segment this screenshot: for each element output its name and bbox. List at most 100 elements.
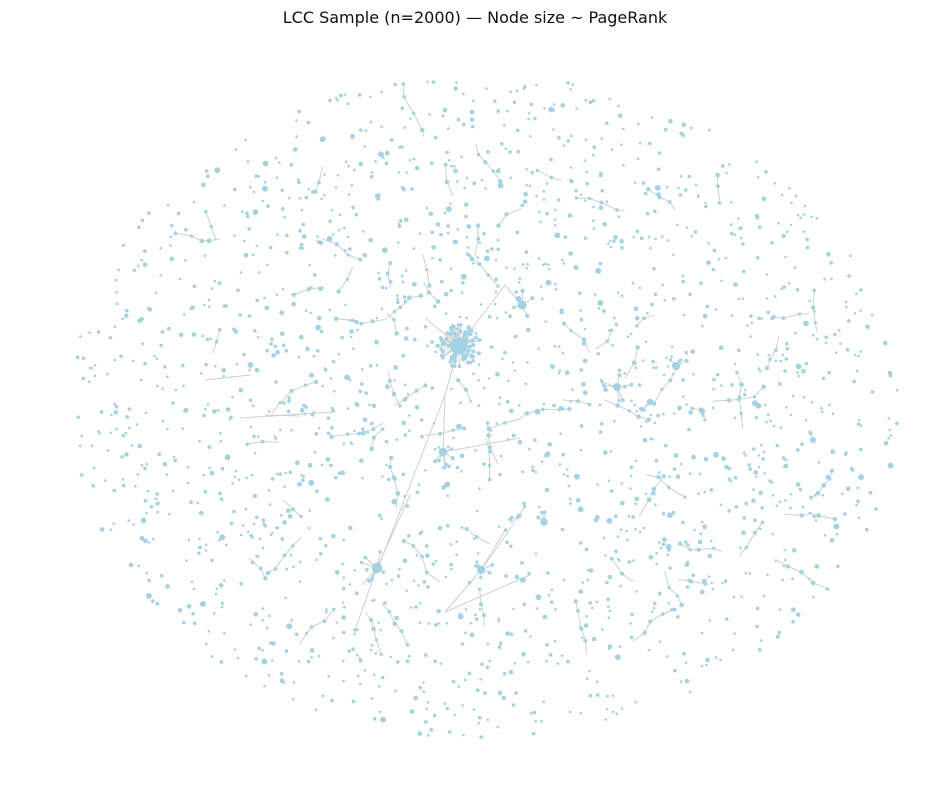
graph-node [684, 188, 688, 192]
graph-node [781, 456, 786, 460]
graph-node [836, 564, 840, 569]
graph-node [755, 255, 760, 260]
graph-node [643, 191, 648, 196]
graph-node [333, 390, 336, 393]
graph-node [490, 247, 494, 251]
graph-node [330, 425, 334, 430]
graph-edge [506, 208, 522, 215]
graph-node [699, 408, 705, 414]
graph-node [346, 102, 350, 105]
graph-node [569, 178, 574, 184]
graph-node [435, 222, 441, 227]
graph-node [865, 324, 870, 330]
graph-node [839, 342, 842, 345]
graph-node [291, 292, 296, 297]
graph-node [204, 549, 208, 552]
graph-node [650, 610, 654, 613]
graph-node [103, 479, 107, 483]
graph-node [250, 473, 254, 477]
graph-node [515, 230, 519, 235]
graph-node [287, 196, 291, 200]
graph-node [121, 244, 125, 248]
graph-node [363, 555, 368, 560]
graph-node [347, 193, 351, 196]
graph-edge [664, 571, 670, 588]
graph-node [340, 335, 344, 340]
graph-node [735, 370, 739, 375]
graph-node [398, 219, 403, 223]
graph-node [527, 117, 530, 121]
graph-node [150, 599, 155, 603]
graph-node [402, 295, 407, 299]
graph-node [741, 242, 745, 246]
graph-node [676, 615, 680, 619]
graph-node [134, 484, 137, 488]
graph-node [249, 425, 253, 429]
graph-node [545, 643, 549, 647]
graph-edge [279, 390, 292, 404]
graph-node [599, 422, 604, 426]
graph-node [690, 126, 693, 130]
graph-node [447, 464, 451, 469]
graph-node [509, 408, 514, 414]
graph-node [488, 659, 492, 663]
graph-node [688, 472, 692, 475]
graph-node [665, 655, 669, 658]
graph-node [358, 389, 362, 394]
graph-node [485, 249, 490, 254]
graph-node [274, 380, 278, 384]
graph-node [559, 432, 562, 435]
graph-node [485, 665, 490, 670]
graph-node [512, 305, 516, 310]
graph-node [546, 571, 550, 575]
graph-node [661, 542, 666, 547]
graph-node [143, 499, 148, 503]
graph-node [533, 438, 537, 442]
graph-node [554, 232, 561, 239]
graph-node [319, 329, 324, 334]
graph-node [455, 540, 459, 544]
graph-node [261, 546, 265, 549]
graph-node [559, 309, 564, 315]
graph-edge [738, 547, 747, 557]
graph-node [427, 622, 431, 625]
graph-node [445, 332, 449, 336]
graph-edge [754, 386, 764, 398]
graph-node [397, 224, 402, 228]
graph-node [261, 607, 265, 610]
graph-node [462, 426, 467, 431]
graph-node [380, 517, 383, 520]
graph-node [273, 344, 278, 349]
graph-node [600, 188, 605, 193]
graph-node [476, 152, 481, 157]
graph-node [418, 232, 422, 235]
graph-node [653, 601, 657, 606]
graph-node [472, 372, 475, 375]
graph-node [377, 513, 382, 518]
graph-node [558, 463, 562, 466]
graph-node [449, 164, 453, 168]
graph-node [384, 439, 389, 444]
graph-node [330, 208, 334, 212]
graph-node [652, 267, 656, 271]
graph-node [895, 388, 899, 392]
graph-node [827, 370, 831, 375]
graph-node [279, 428, 282, 432]
graph-node [371, 403, 377, 409]
graph-node [686, 560, 690, 563]
graph-node [816, 513, 821, 518]
graph-node [201, 334, 204, 338]
graph-node [299, 407, 305, 413]
graph-node [209, 337, 212, 341]
graph-node [858, 447, 863, 452]
graph-node [315, 489, 319, 494]
graph-node [353, 168, 356, 172]
graph-node [671, 511, 676, 515]
graph-node [670, 607, 674, 612]
graph-node [808, 430, 812, 435]
graph-node [204, 169, 209, 173]
graph-node [644, 420, 648, 423]
graph-node [409, 117, 412, 120]
graph-node [579, 448, 583, 452]
graph-node [832, 517, 837, 522]
